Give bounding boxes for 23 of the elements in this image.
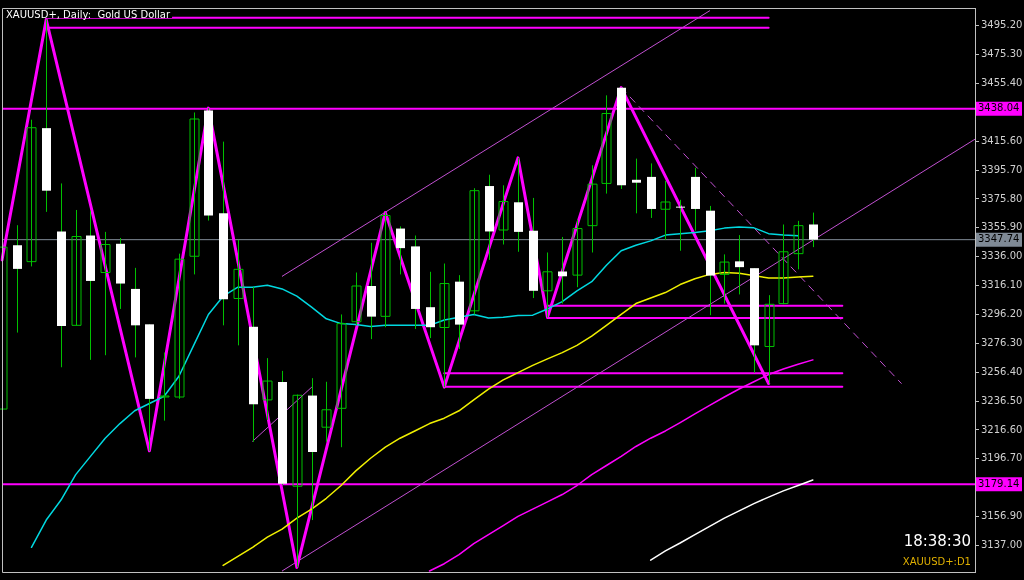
y-tick-label: 3415.60	[981, 134, 1023, 146]
ref-line-label: 3179.14	[978, 477, 1020, 489]
y-tick-label: 3316.10	[981, 279, 1023, 291]
y-tick-label: 3236.50	[981, 394, 1023, 406]
annotation: 18:38:30	[903, 532, 971, 551]
y-tick-label: 3475.30	[981, 48, 1023, 60]
y-tick-label: 3296.20	[981, 308, 1023, 320]
y-tick-label: 3336.00	[981, 250, 1023, 262]
y-tick-label: 3156.90	[981, 510, 1023, 522]
y-tick-label: 3355.90	[981, 221, 1023, 233]
annotation: XAUUSD+:D1	[902, 555, 971, 567]
y-tick-label: 3395.70	[981, 163, 1023, 175]
y-tick-label: 3455.40	[981, 77, 1023, 89]
ref-line-label: 3347.74	[978, 233, 1020, 245]
y-tick-label: 3196.70	[981, 452, 1023, 464]
y-tick-label: 3256.40	[981, 365, 1023, 377]
y-tick-label: 3495.20	[981, 19, 1023, 31]
y-tick-label: 3216.60	[981, 423, 1023, 435]
y-tick-label: 3276.30	[981, 336, 1023, 348]
y-tick-label: 3137.00	[981, 539, 1023, 551]
chart-title: XAUUSD+, Daily: Gold US Dollar	[6, 8, 171, 20]
y-tick-label: 3375.80	[981, 192, 1023, 204]
ref-line-label: 3438.04	[978, 102, 1020, 114]
